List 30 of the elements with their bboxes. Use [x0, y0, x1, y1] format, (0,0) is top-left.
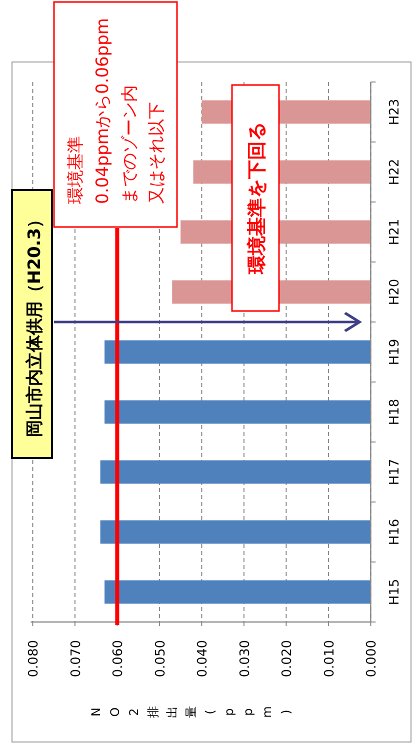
annotation: 岡山市内立体供用（H20.3） — [25, 210, 45, 438]
y-tick-label: H20 — [388, 278, 403, 306]
y-tick-label: H16 — [388, 518, 403, 546]
x-tick-label: 0.040 — [196, 640, 211, 678]
annotation: 0.04ppmから0.06ppm — [93, 18, 113, 204]
y-tick-label: H15 — [388, 578, 403, 606]
x-tick-label: 0.010 — [322, 640, 338, 678]
annotation: 環境基準を下回る — [246, 122, 268, 275]
bar — [100, 460, 371, 484]
x-tick-label: 0.060 — [111, 640, 126, 678]
y-tick-label: H23 — [388, 98, 403, 126]
x-tick-label: 0.050 — [153, 640, 168, 678]
text: NO2排出量(ppm) — [89, 706, 293, 718]
x-tick-label: 0.080 — [26, 640, 42, 678]
x-tick-label: 0.020 — [280, 640, 296, 678]
x-tick-label: 0.070 — [68, 640, 84, 678]
bar — [104, 580, 371, 604]
y-tick-label: H22 — [388, 158, 403, 186]
annotation: までのゾーン内 — [120, 85, 140, 204]
y-tick-label: H21 — [388, 218, 403, 246]
ref-line-label: 環境基準 — [66, 136, 86, 204]
y-tick-label: H18 — [388, 398, 403, 426]
bar — [100, 520, 371, 544]
y-tick-label: H17 — [388, 458, 403, 486]
bar — [104, 340, 371, 364]
bar — [104, 400, 371, 424]
annotation: 又はそれ以下 — [147, 102, 167, 204]
y-tick-label: H19 — [388, 338, 403, 366]
x-tick-label: 0.030 — [238, 640, 253, 678]
x-tick-label: 0.000 — [364, 640, 380, 678]
